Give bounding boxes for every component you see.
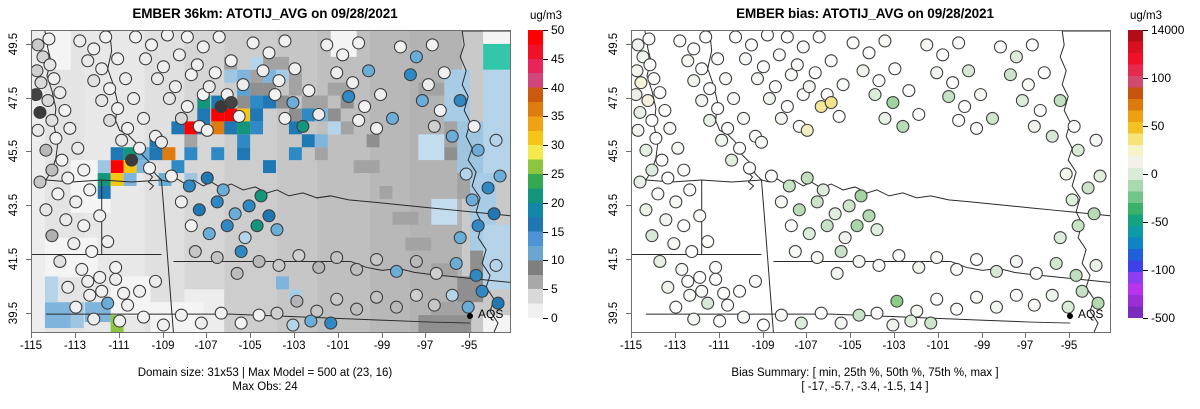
model-panel: EMBER 36km: ATOTIJ_AVG on 09/28/2021 xyxy=(0,6,588,394)
colorbar-tick-label: 0 xyxy=(551,311,558,325)
y-tick-label: 49.5 xyxy=(8,32,20,56)
model-colorbar: ug/m3 50 45 40 35 30 25 20 15 10 5 0 xyxy=(528,10,588,325)
x-tick-label: -95 xyxy=(460,340,478,352)
model-caption: Domain size: 31x53 | Max Model = 500 at … xyxy=(0,366,530,394)
x-tick-label: -111 xyxy=(108,340,130,352)
x-tick-label: -115 xyxy=(19,340,43,352)
model-colorbar-unit: ug/m3 xyxy=(530,10,562,22)
y-tick-label: 43.5 xyxy=(8,193,20,217)
colorbar-tick-label: 25 xyxy=(551,167,565,181)
model-caption-line1: Domain size: 31x53 | Max Model = 500 at … xyxy=(137,367,393,379)
aqs-legend-label: AQS xyxy=(1078,307,1104,321)
colorbar-tick-label: 10 xyxy=(551,253,565,268)
bias-caption-line2: [ -17, -5.7, -3.4, -1.5, 14 ] xyxy=(801,381,929,393)
x-tick-label: -107 xyxy=(194,340,218,352)
model-map-plot[interactable] xyxy=(31,30,511,333)
colorbar-tick-label: 0 xyxy=(1151,167,1158,181)
colorbar-tick-label: -500 xyxy=(1151,311,1176,325)
colorbar-tick-label: 15 xyxy=(551,224,565,239)
x-tick-label: -101 xyxy=(926,340,950,352)
x-tick-label: -103 xyxy=(282,340,306,352)
y-tick-label: 49.5 xyxy=(608,32,620,56)
y-tick-label: 45.5 xyxy=(8,139,20,163)
model-observation-sites xyxy=(32,31,507,332)
colorbar-tick-label: 35 xyxy=(551,109,565,124)
y-tick-label: 39.5 xyxy=(8,301,20,325)
bias-map-plot[interactable] xyxy=(631,30,1111,333)
colorbar-tick-label: 50 xyxy=(1151,119,1165,133)
y-tick-label: 47.5 xyxy=(608,86,620,110)
model-panel-title: EMBER 36km: ATOTIJ_AVG on 09/28/2021 xyxy=(132,6,398,21)
y-tick-label: 43.5 xyxy=(608,193,620,217)
y-tick-label: 39.5 xyxy=(608,301,620,325)
bias-caption-line1: Bias Summary: [ min, 25th %, 50th %, 75t… xyxy=(731,367,999,379)
bias-colorbar-gradient xyxy=(1128,30,1143,318)
x-tick-label: -111 xyxy=(708,340,730,352)
x-tick-label: -109 xyxy=(151,340,175,352)
bias-caption: Bias Summary: [ min, 25th %, 50th %, 75t… xyxy=(600,366,1130,394)
x-tick-label: -97 xyxy=(416,340,434,352)
colorbar-tick-label: 20 xyxy=(551,195,565,210)
bias-observation-sites xyxy=(632,31,1107,332)
x-tick-label: -113 xyxy=(63,340,87,352)
colorbar-tick-label: 30 xyxy=(551,138,565,153)
colorbar-tick-label: -50 xyxy=(1151,215,1169,229)
bias-panel-title: EMBER bias: ATOTIJ_AVG on 09/28/2021 xyxy=(736,6,994,21)
colorbar-tick-label: 5 xyxy=(551,282,558,297)
aqs-legend-dot xyxy=(1067,313,1073,319)
x-tick-label: -101 xyxy=(326,340,350,352)
aqs-legend-dot xyxy=(467,313,473,319)
colorbar-tick-label: -100 xyxy=(1151,263,1176,277)
x-tick-label: -95 xyxy=(1060,340,1078,352)
colorbar-tick-label: 50 xyxy=(551,23,565,37)
x-tick-label: -99 xyxy=(973,340,991,352)
y-tick-label: 45.5 xyxy=(608,139,620,163)
x-tick-label: -103 xyxy=(882,340,906,352)
model-colorbar-gradient xyxy=(528,30,543,318)
y-tick-label: 41.5 xyxy=(8,247,20,271)
x-tick-label: -99 xyxy=(373,340,391,352)
aqs-legend-label: AQS xyxy=(478,307,504,321)
x-tick-label: -115 xyxy=(619,340,643,352)
colorbar-tick-label: 100 xyxy=(1151,71,1172,85)
colorbar-tick-label: 45 xyxy=(551,51,565,66)
x-tick-label: -107 xyxy=(794,340,818,352)
x-tick-label: -97 xyxy=(1016,340,1034,352)
x-tick-label: -105 xyxy=(238,340,262,352)
bias-colorbar: ug/m3 14000 100 50 0 -50 -100 -500 xyxy=(1128,10,1198,325)
bias-colorbar-unit: ug/m3 xyxy=(1130,10,1162,22)
x-tick-label: -113 xyxy=(663,340,687,352)
x-tick-label: -109 xyxy=(751,340,775,352)
bias-panel: EMBER bias: ATOTIJ_AVG on 09/28/2021 xyxy=(600,0,1200,409)
y-tick-label: 41.5 xyxy=(608,247,620,271)
x-tick-label: -105 xyxy=(838,340,862,352)
colorbar-tick-label: 14000 xyxy=(1151,23,1185,37)
y-tick-label: 47.5 xyxy=(8,86,20,110)
colorbar-tick-label: 40 xyxy=(551,80,565,95)
model-caption-line2: Max Obs: 24 xyxy=(232,381,298,393)
